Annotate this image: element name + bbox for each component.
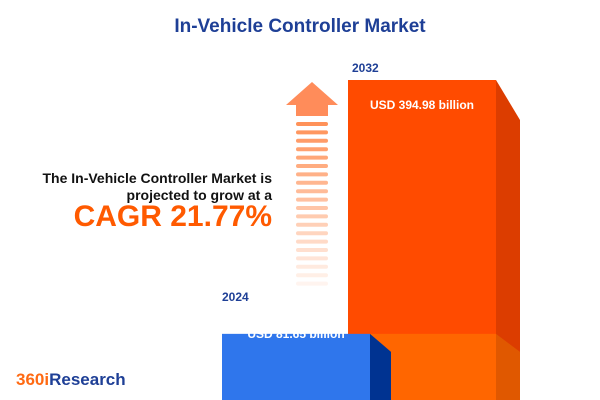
arrow-stripe bbox=[296, 197, 328, 202]
bar-2024 bbox=[222, 333, 370, 400]
bar-value-label-2032: USD 394.98 billion bbox=[369, 98, 475, 112]
bar-value-label-2024: USD 81.65 billion bbox=[247, 327, 345, 341]
growth-arrow-icon bbox=[286, 82, 338, 286]
year-label-2032: 2032 bbox=[352, 61, 379, 75]
arrow-stripe bbox=[296, 164, 328, 168]
arrow-stripe bbox=[296, 172, 328, 177]
bar-2024-side bbox=[370, 333, 391, 400]
chart-title: In-Vehicle Controller Market bbox=[174, 16, 426, 37]
arrow-stripe bbox=[296, 264, 328, 269]
arrow-stripe bbox=[296, 256, 328, 261]
arrow-stripe bbox=[296, 155, 328, 160]
arrow-stripe bbox=[296, 206, 328, 210]
arrow-stripe bbox=[296, 273, 328, 278]
year-label-2024: 2024 bbox=[222, 290, 249, 304]
bar-2032-lower-side bbox=[496, 333, 520, 400]
arrow-stripe bbox=[296, 281, 328, 286]
description-line-2: projected to grow at a bbox=[126, 187, 272, 203]
arrow-stripe bbox=[296, 222, 328, 227]
arrow-stripe bbox=[296, 122, 328, 126]
arrow-stripe bbox=[296, 189, 328, 194]
arrow-stripe bbox=[296, 239, 328, 244]
arrow-stripe bbox=[296, 138, 328, 143]
arrow-stripe bbox=[296, 248, 328, 252]
description-line-1: The In-Vehicle Controller Market is bbox=[42, 170, 272, 186]
arrow-stripe bbox=[296, 130, 328, 135]
arrow-head bbox=[286, 82, 338, 116]
cagr-value: CAGR 21.77% bbox=[73, 200, 272, 233]
brand-logo: 360iResearch bbox=[16, 370, 126, 389]
arrow-stripe bbox=[296, 147, 328, 152]
arrow-stripe bbox=[296, 214, 328, 219]
bar-2032-side bbox=[496, 80, 520, 400]
arrow-stripe bbox=[296, 231, 328, 236]
arrow-stripe bbox=[296, 180, 328, 185]
